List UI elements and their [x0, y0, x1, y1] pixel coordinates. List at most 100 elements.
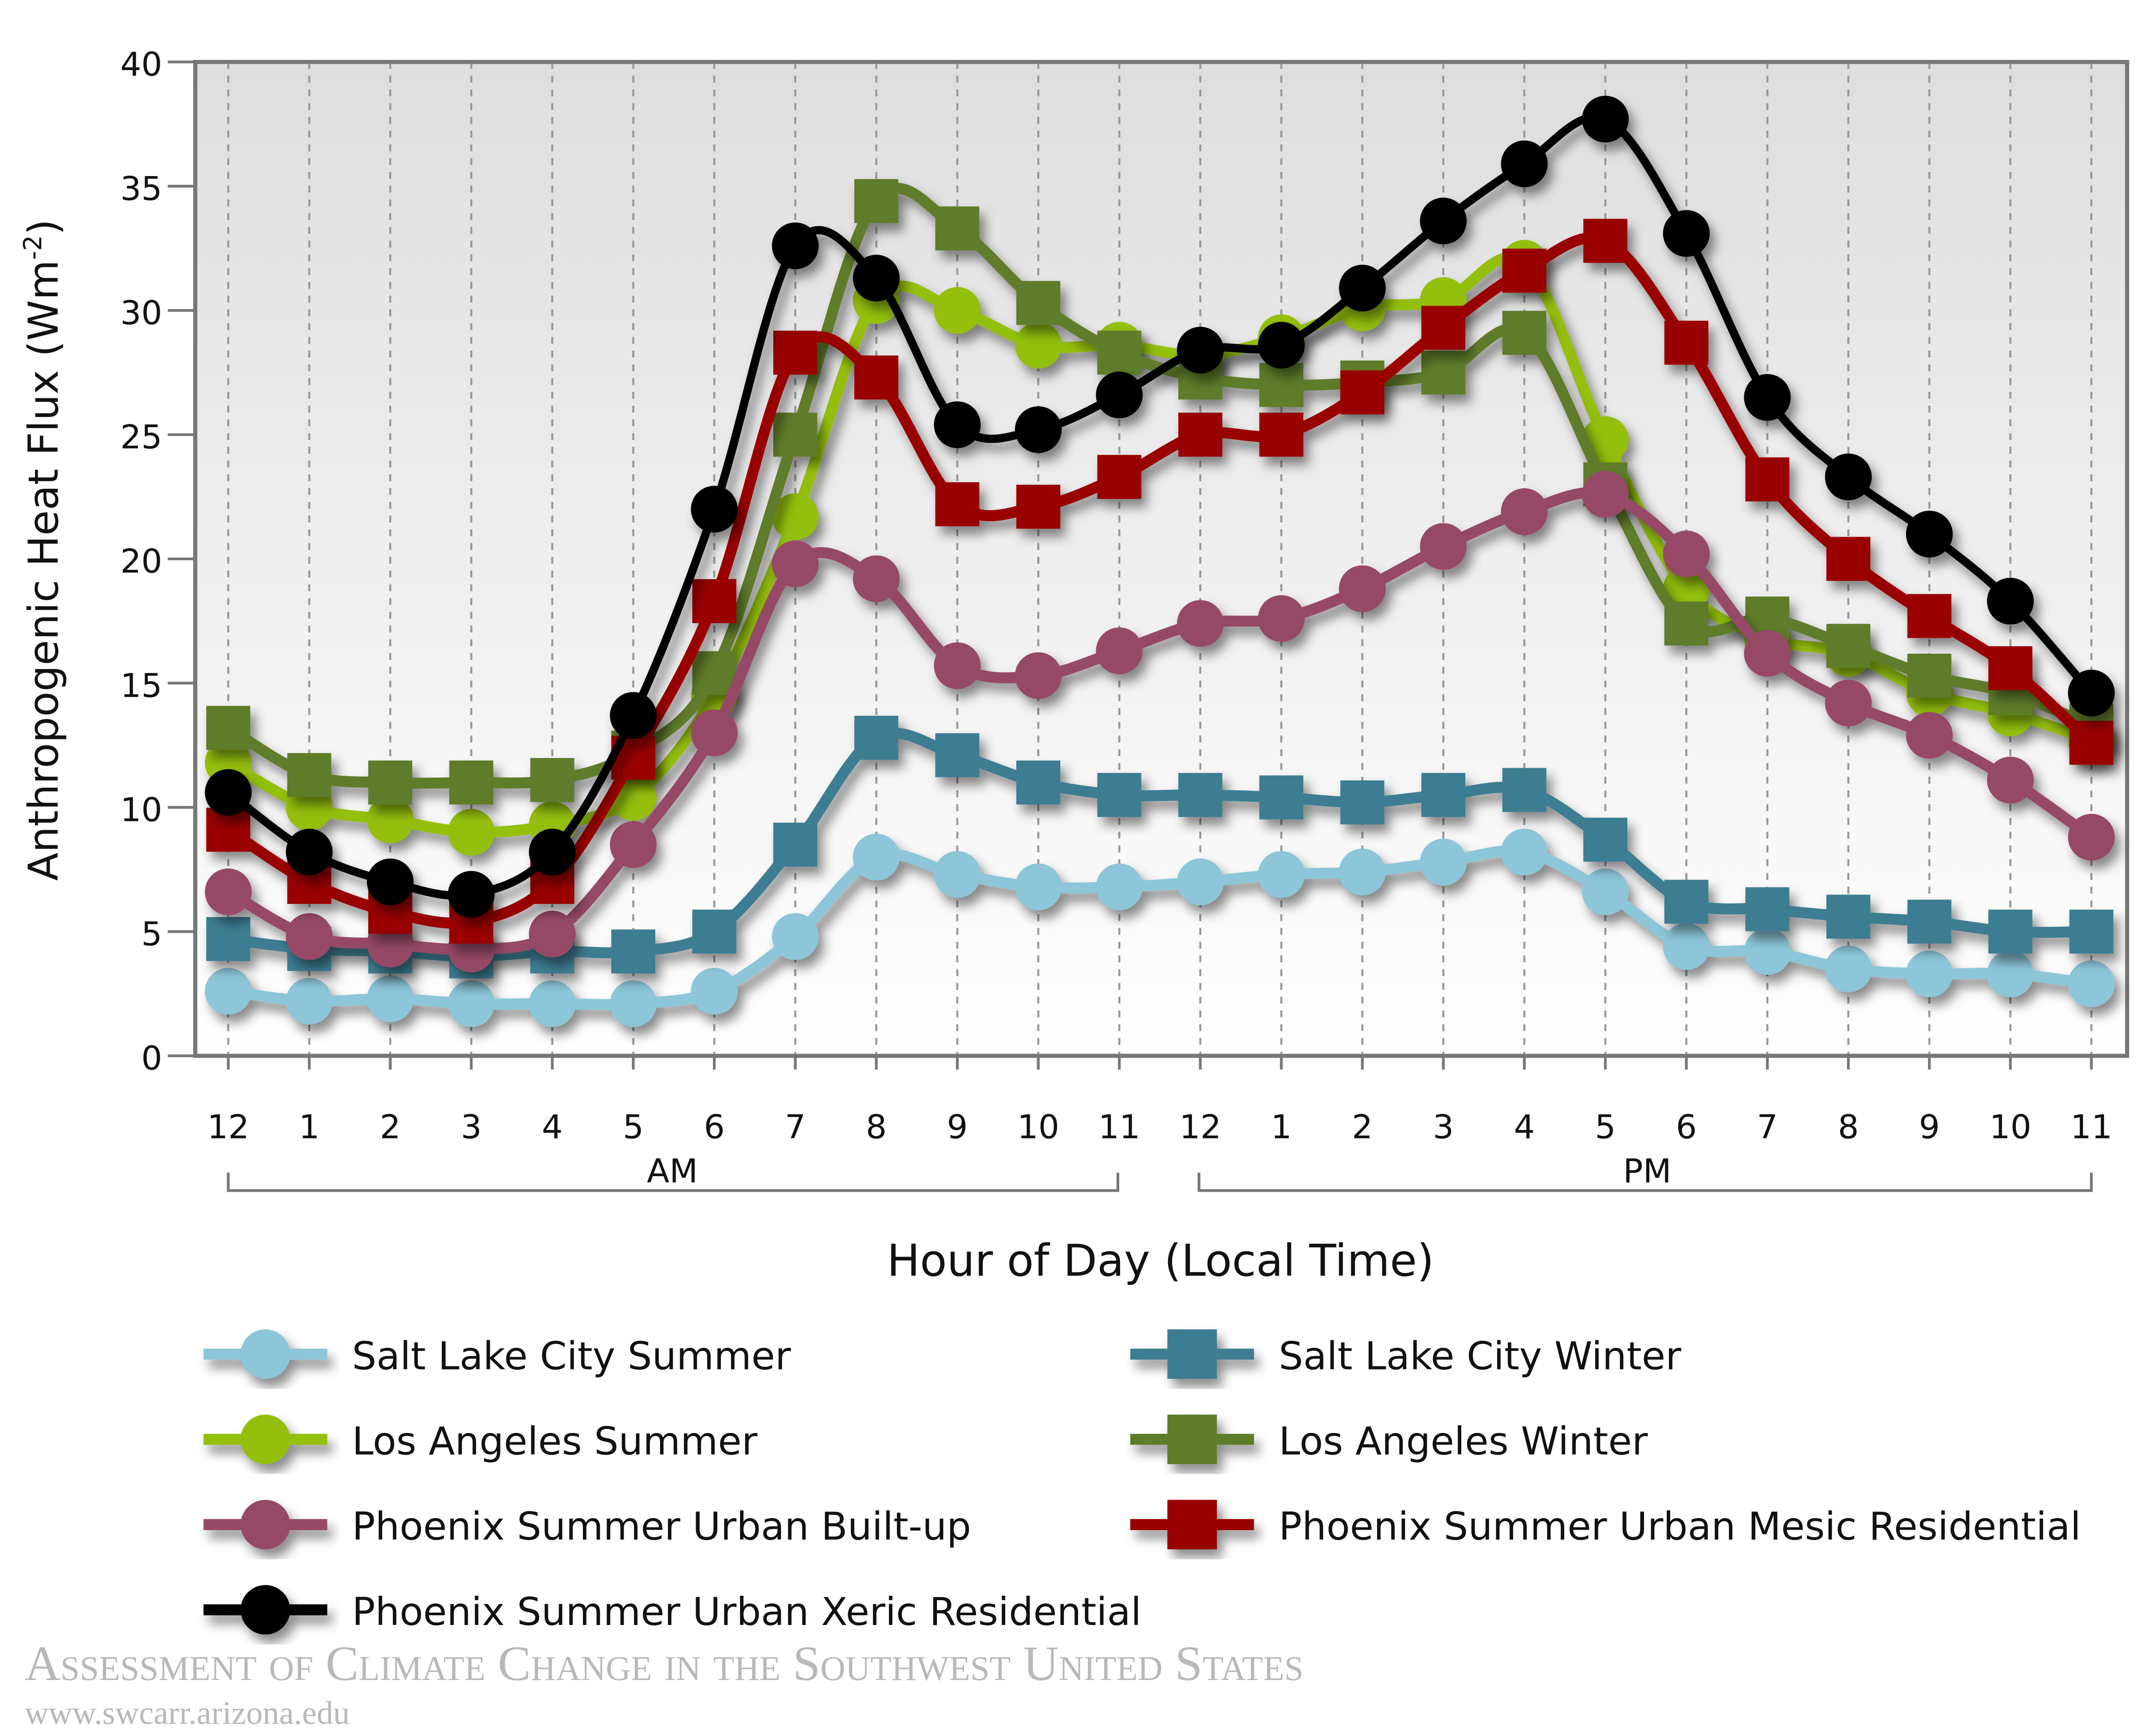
data-point-circle	[691, 486, 738, 533]
data-point-circle	[1420, 523, 1467, 570]
x-tick-label: 8	[866, 1108, 887, 1146]
data-point-circle	[1501, 140, 1548, 188]
data-point-circle	[1663, 923, 1710, 970]
data-point-circle	[2068, 669, 2115, 717]
am-bracket	[227, 1173, 1119, 1192]
data-point-square	[1340, 780, 1385, 824]
data-point-square	[1421, 350, 1466, 395]
data-point-square	[449, 760, 493, 805]
x-tick-label: 8	[1838, 1108, 1859, 1146]
data-point-circle	[610, 821, 657, 868]
series-los-angeles-winter	[206, 179, 2113, 805]
y-tick-label: 10	[120, 790, 162, 829]
data-point-circle	[205, 968, 252, 1015]
x-tick-label: 2	[1352, 1108, 1373, 1146]
data-point-circle	[1501, 828, 1548, 875]
data-point-square	[2069, 909, 2113, 954]
data-point-circle	[691, 968, 738, 1015]
y-tick-label: 25	[120, 418, 162, 456]
pm-label: PM	[1623, 1152, 1672, 1190]
legend-item	[1130, 1414, 1254, 1464]
data-point-square	[1167, 1414, 1217, 1464]
data-point-square	[206, 917, 251, 961]
y-axis-label: Anthropogenic Heat Flux (Wm-2)	[19, 219, 67, 881]
data-point-square	[530, 758, 574, 802]
data-point-circle	[1420, 197, 1467, 244]
data-point-square	[2069, 721, 2113, 765]
x-tick-label: 9	[1919, 1108, 1940, 1146]
data-point-square	[692, 651, 736, 695]
x-tick-label: 12	[1179, 1108, 1221, 1146]
data-point-square	[1421, 773, 1466, 817]
data-point-circle	[367, 975, 414, 1022]
series-salt-lake-city-winter	[206, 715, 2113, 979]
data-point-square	[854, 355, 898, 400]
data-point-circle	[448, 871, 495, 918]
data-point-circle	[1258, 595, 1305, 642]
data-point-circle	[529, 828, 576, 875]
x-tick-label: 7	[785, 1108, 806, 1146]
data-point-circle	[1663, 565, 1710, 612]
data-point-circle	[1744, 630, 1791, 677]
data-point-square	[854, 715, 898, 760]
data-point-square	[1167, 1499, 1217, 1550]
legend-label: Los Angeles Summer	[352, 1419, 757, 1464]
data-point-square	[1259, 775, 1303, 820]
data-point-circle	[205, 868, 252, 915]
data-point-circle	[1258, 322, 1305, 369]
legend-item	[1130, 1499, 1254, 1550]
pm-bracket	[1197, 1173, 2093, 1192]
data-point-square	[1340, 370, 1385, 415]
data-point-square	[1259, 412, 1303, 457]
x-tick-label: 5	[1595, 1108, 1616, 1146]
data-point-circle	[205, 769, 252, 816]
x-tick-label: 3	[461, 1108, 482, 1146]
x-tick-label: 12	[207, 1108, 249, 1146]
data-point-circle	[1663, 530, 1710, 577]
x-tick-label: 6	[704, 1108, 724, 1146]
data-point-square	[1016, 281, 1061, 325]
y-tick-label: 15	[120, 666, 162, 705]
data-point-circle	[1987, 950, 2034, 997]
data-point-circle	[934, 642, 981, 689]
x-tick-label: 5	[623, 1108, 644, 1146]
data-point-circle	[1420, 838, 1467, 886]
x-tick-label: 7	[1757, 1108, 1778, 1146]
data-point-square	[1502, 248, 1546, 293]
x-tick-label: 1	[1271, 1108, 1292, 1146]
legend-item	[203, 1499, 327, 1550]
y-tick-label: 30	[120, 294, 162, 332]
data-point-circle	[1177, 858, 1224, 906]
data-point-circle	[1015, 406, 1062, 453]
data-point-circle	[240, 1329, 290, 1379]
y-tick-label: 35	[120, 169, 162, 208]
x-tick-label: 2	[380, 1108, 401, 1146]
data-point-square	[773, 822, 818, 867]
x-tick-label: 11	[2070, 1108, 2113, 1146]
data-point-square	[206, 706, 251, 750]
data-point-square	[935, 206, 980, 251]
data-point-circle	[1987, 757, 2034, 804]
x-tick-label: 11	[1098, 1108, 1141, 1146]
data-point-circle	[529, 980, 576, 1027]
data-point-square	[1097, 455, 1141, 499]
data-point-square	[1167, 1329, 1217, 1379]
x-tick-label: 3	[1433, 1108, 1454, 1146]
data-point-circle	[1906, 950, 1953, 997]
data-point-circle	[772, 540, 819, 588]
am-label: AM	[647, 1152, 698, 1190]
data-point-square	[1016, 484, 1061, 529]
data-point-circle	[1015, 322, 1062, 369]
data-point-circle	[772, 222, 819, 269]
x-tick-label: 10	[1989, 1108, 2031, 1146]
data-point-square	[1016, 760, 1061, 805]
data-point-circle	[1744, 374, 1791, 421]
y-tick-label: 5	[141, 915, 162, 954]
data-point-square	[1664, 321, 1708, 365]
data-point-square	[611, 929, 656, 973]
legend-label: Los Angeles Winter	[1279, 1419, 1648, 1464]
data-point-circle	[772, 913, 819, 960]
data-point-square	[1178, 412, 1223, 457]
legend: Salt Lake City Summer Salt Lake City Wint…	[203, 1329, 2081, 1635]
data-point-square	[1502, 310, 1546, 355]
